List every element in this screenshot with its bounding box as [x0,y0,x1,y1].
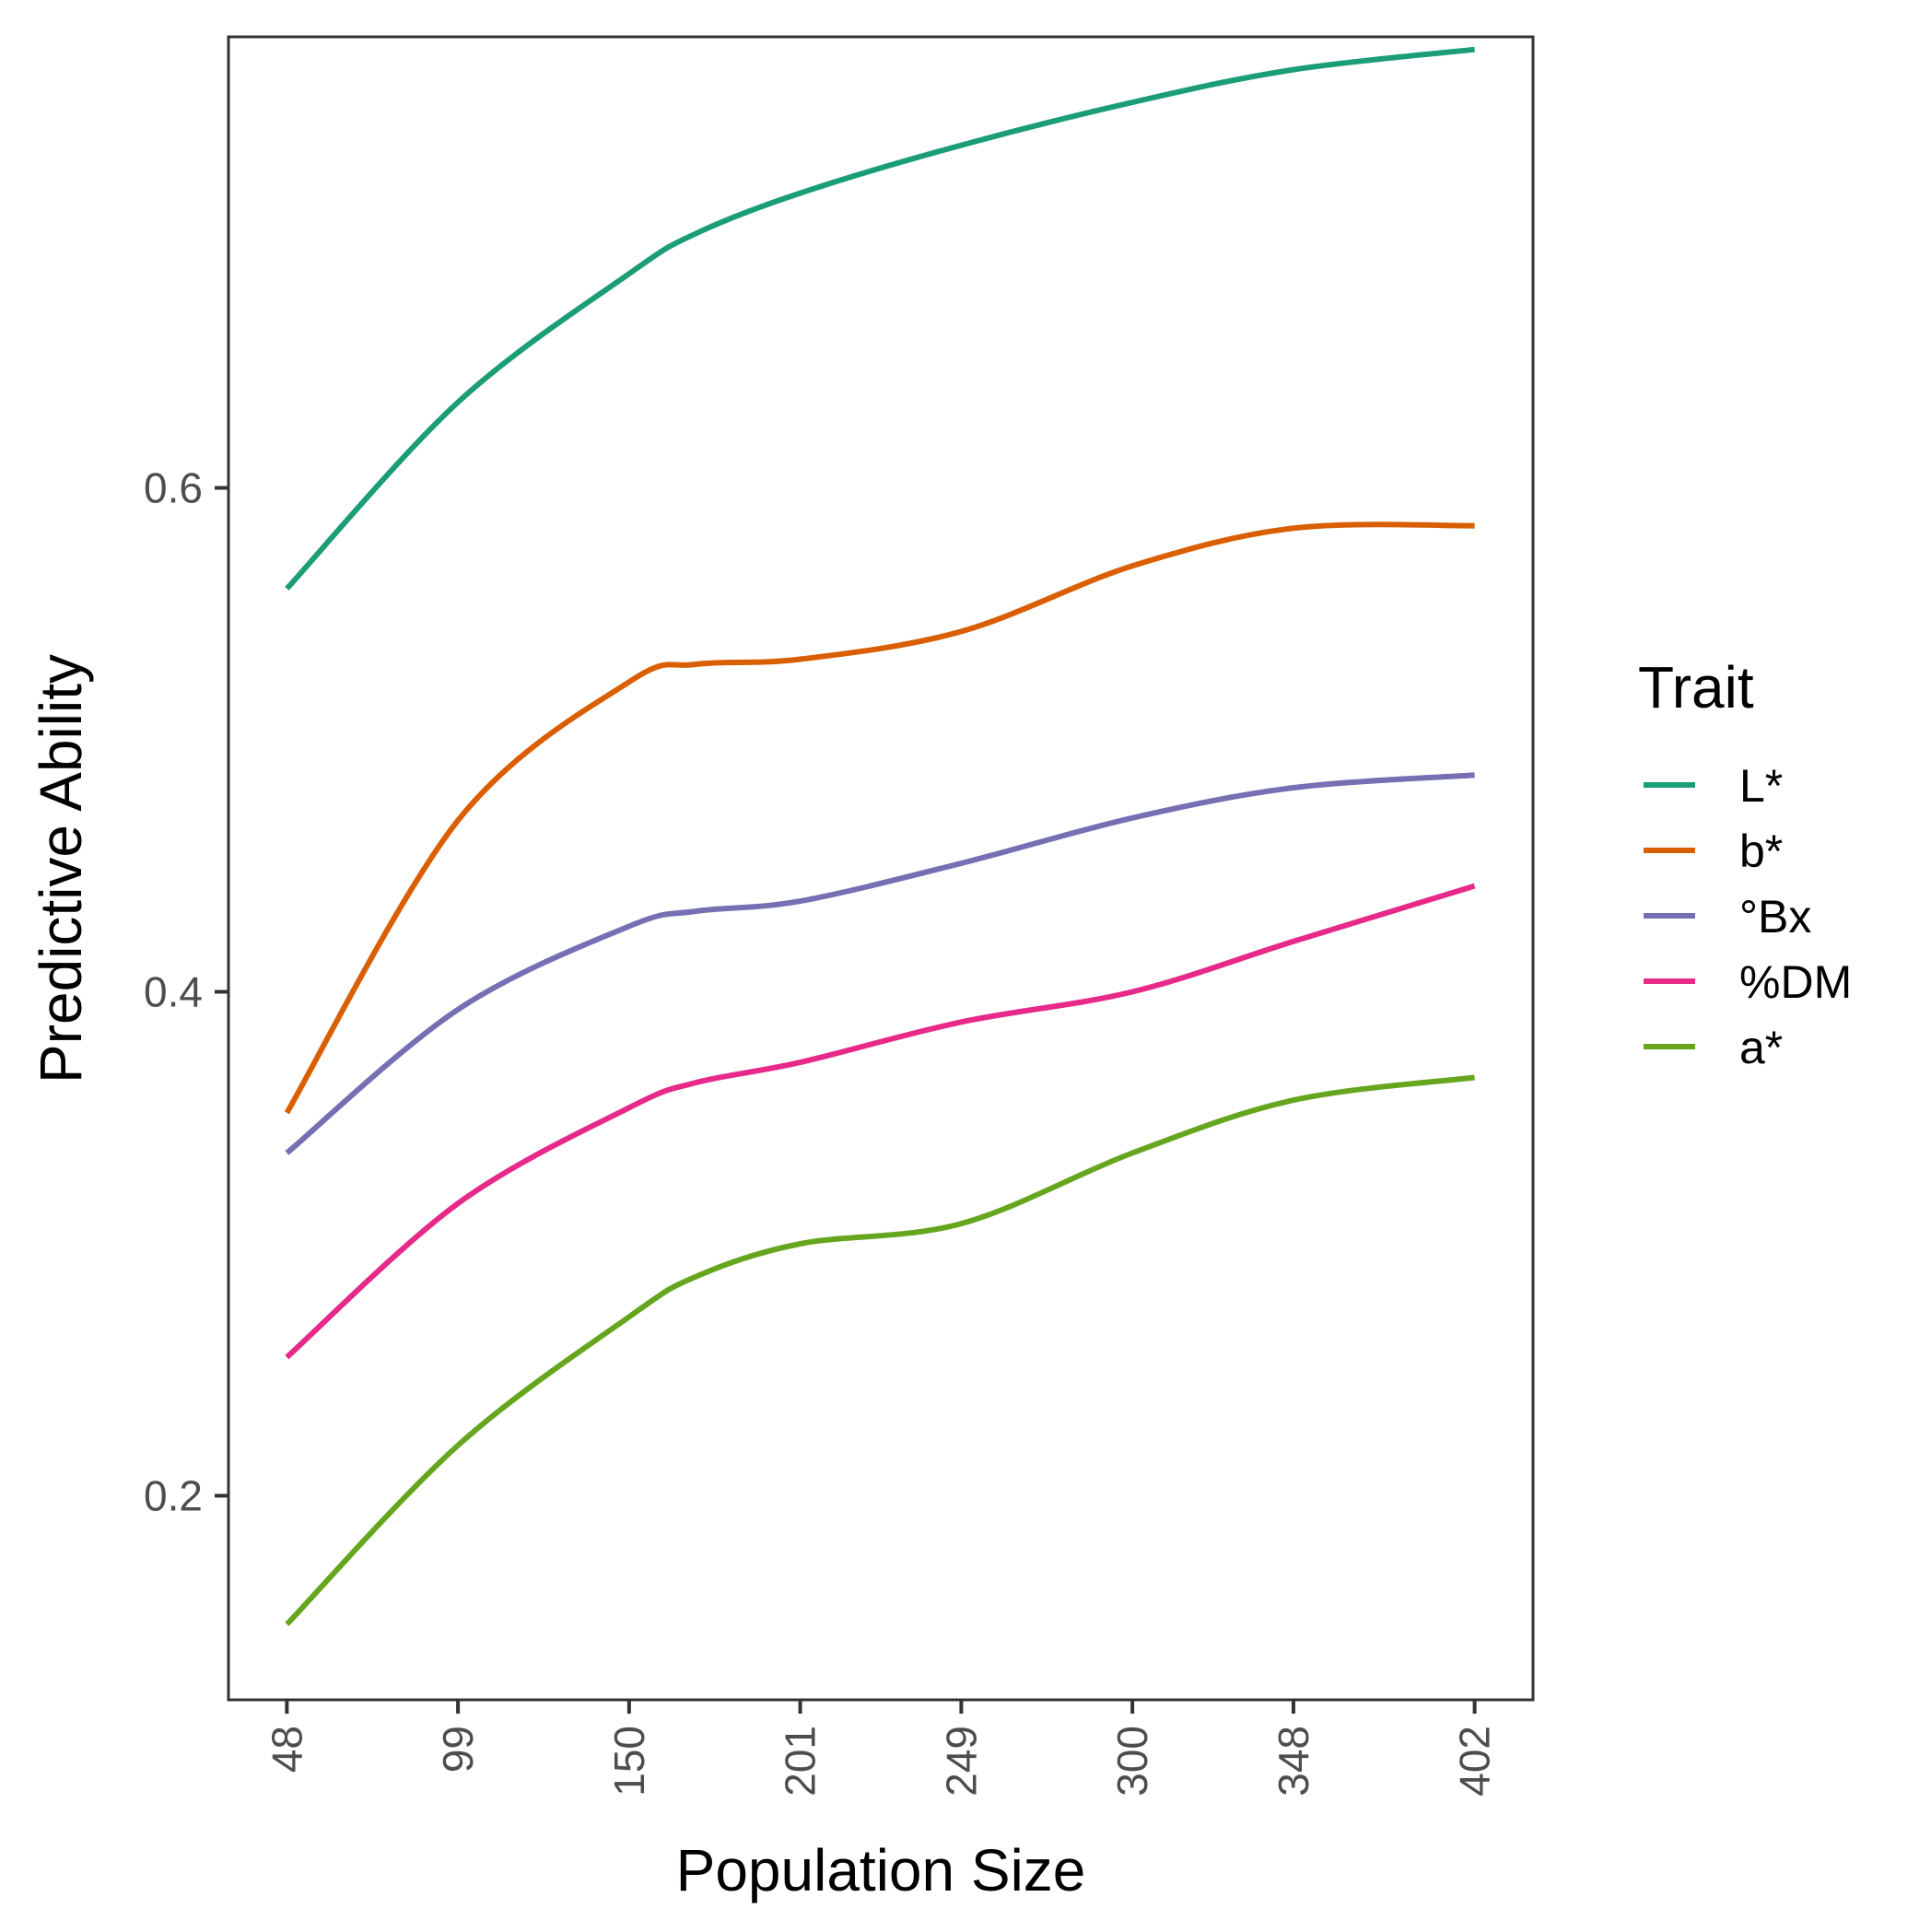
y-tick-label: 0.4 [144,968,203,1016]
x-tick-label: 402 [1451,1726,1499,1797]
x-axis: 48 99 150 201 249 300 348 402 [263,1700,1499,1797]
y-axis-title: Predictive Ability [28,654,94,1083]
x-tick-label: 348 [1270,1726,1317,1797]
x-tick-label: 150 [605,1726,653,1797]
legend-title: Trait [1638,654,1754,720]
series-line-4 [285,1074,1475,1627]
x-axis-title: Population Size [676,1837,1086,1903]
y-tick-label: 0.6 [144,464,203,512]
x-tick-label: 249 [937,1726,985,1797]
legend-label-0: L* [1739,760,1783,812]
series-line-0 [285,46,1475,591]
legend: Trait L* b* °Bx %DM a* [1638,654,1852,1073]
x-tick-label: 48 [263,1726,310,1773]
plot-panel-border [227,35,1535,1702]
legend-label-1: b* [1739,825,1783,877]
legend-label-2: °Bx [1739,891,1811,943]
y-axis: 0.2 0.4 0.6 [144,464,228,1519]
series-lines [284,46,1476,1627]
y-tick-label: 0.2 [144,1471,203,1519]
series-line-2 [285,772,1475,1155]
x-tick-label: 201 [777,1726,825,1797]
legend-label-4: a* [1739,1022,1783,1073]
x-tick-label: 99 [434,1726,482,1773]
series-line-1 [284,521,1475,1115]
series-line-3 [285,883,1476,1360]
x-tick-label: 300 [1108,1726,1156,1797]
legend-label-3: %DM [1739,956,1852,1008]
